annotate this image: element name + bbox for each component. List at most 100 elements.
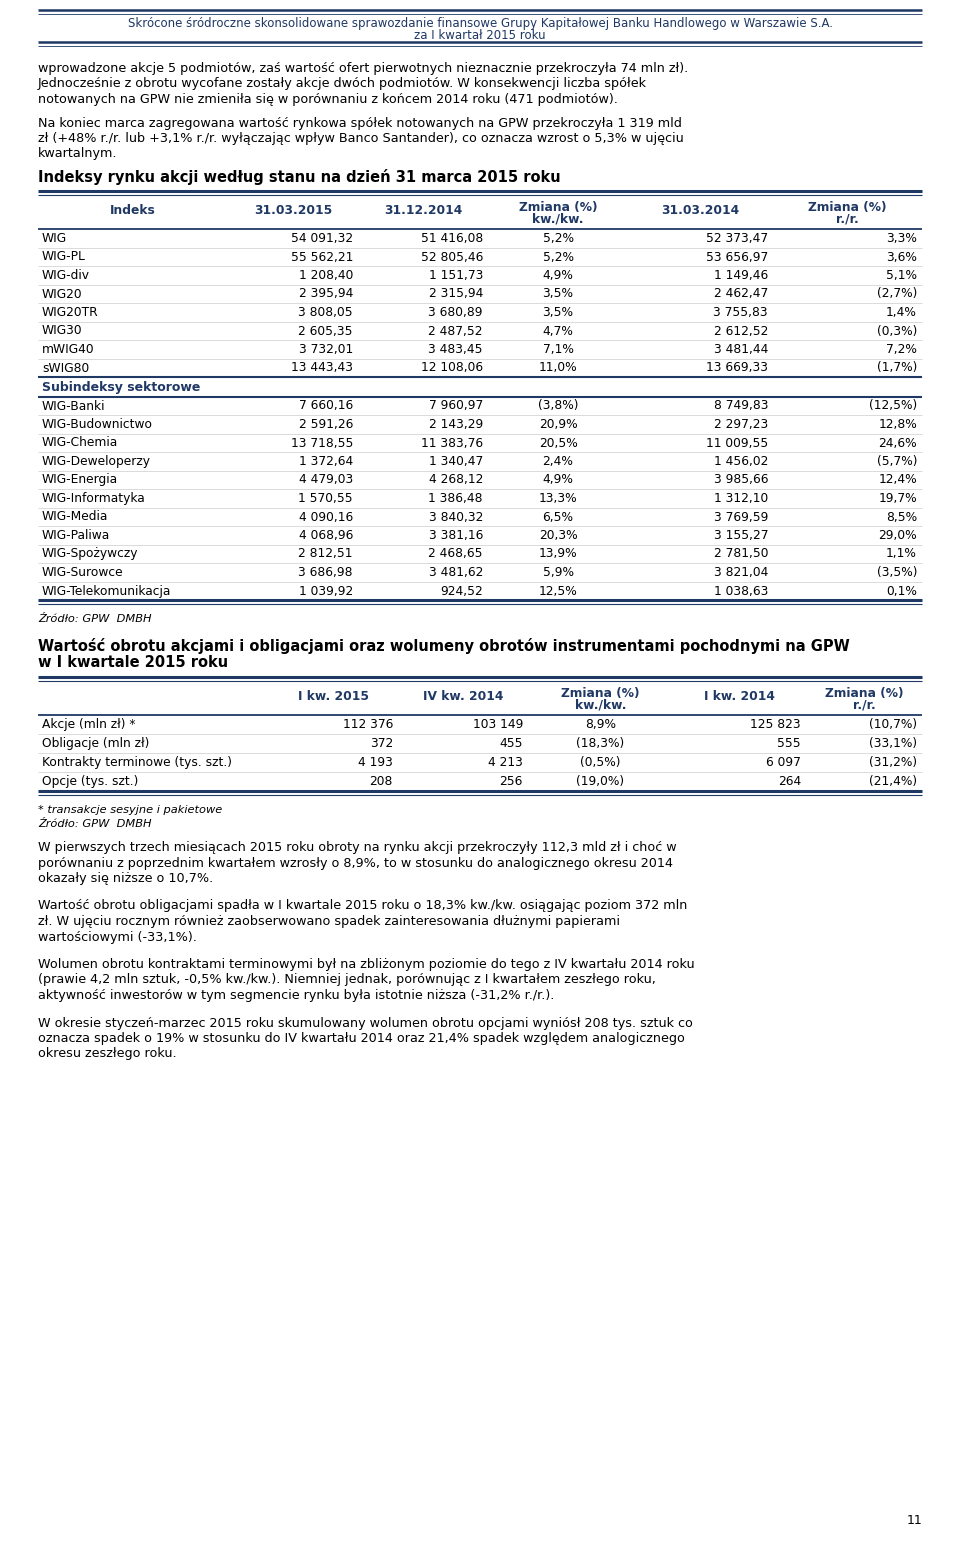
Text: 103 149: 103 149 bbox=[472, 718, 523, 731]
Text: r./r.: r./r. bbox=[836, 213, 859, 225]
Text: oznacza spadek o 19% w stosunku do IV kwartału 2014 oraz 21,4% spadek względem a: oznacza spadek o 19% w stosunku do IV kw… bbox=[38, 1033, 684, 1045]
Text: 12,8%: 12,8% bbox=[878, 418, 917, 431]
Text: WIG-Budownictwo: WIG-Budownictwo bbox=[42, 418, 153, 431]
Text: (2,7%): (2,7%) bbox=[876, 288, 917, 300]
Text: 53 656,97: 53 656,97 bbox=[706, 250, 768, 263]
Text: (0,3%): (0,3%) bbox=[876, 325, 917, 337]
Text: 0,1%: 0,1% bbox=[886, 585, 917, 597]
Text: W pierwszych trzech miesiącach 2015 roku obroty na rynku akcji przekroczyły 112,: W pierwszych trzech miesiącach 2015 roku… bbox=[38, 841, 677, 854]
Text: 3 381,16: 3 381,16 bbox=[428, 529, 483, 543]
Text: 3 155,27: 3 155,27 bbox=[713, 529, 768, 543]
Text: 1 312,10: 1 312,10 bbox=[713, 491, 768, 505]
Text: WIG-Telekomunikacja: WIG-Telekomunikacja bbox=[42, 585, 172, 597]
Text: Indeksy rynku akcji według stanu na dzień 31 marca 2015 roku: Indeksy rynku akcji według stanu na dzie… bbox=[38, 169, 561, 185]
Text: 3,6%: 3,6% bbox=[886, 250, 917, 263]
Text: 4 193: 4 193 bbox=[358, 756, 393, 770]
Text: kwartalnym.: kwartalnym. bbox=[38, 148, 117, 160]
Text: 2 812,51: 2 812,51 bbox=[299, 547, 353, 560]
Text: 3,5%: 3,5% bbox=[542, 306, 573, 319]
Text: porównaniu z poprzednim kwartałem wzrosły o 8,9%, to w stosunku do analogicznego: porównaniu z poprzednim kwartałem wzrosł… bbox=[38, 857, 673, 869]
Text: 1 372,64: 1 372,64 bbox=[299, 456, 353, 468]
Text: 1 386,48: 1 386,48 bbox=[428, 491, 483, 505]
Text: Opcje (tys. szt.): Opcje (tys. szt.) bbox=[42, 774, 138, 788]
Text: 4 479,03: 4 479,03 bbox=[299, 474, 353, 487]
Text: notowanych na GPW nie zmieniła się w porównaniu z końcem 2014 roku (471 podmiotó: notowanych na GPW nie zmieniła się w por… bbox=[38, 93, 618, 106]
Text: 31.03.2014: 31.03.2014 bbox=[661, 204, 739, 216]
Text: I kw. 2014: I kw. 2014 bbox=[704, 689, 775, 703]
Text: 1,4%: 1,4% bbox=[886, 306, 917, 319]
Text: 7,1%: 7,1% bbox=[542, 344, 573, 356]
Text: 52 805,46: 52 805,46 bbox=[420, 250, 483, 263]
Text: Wolumen obrotu kontraktami terminowymi był na zbliżonym poziomie do tego z IV kw: Wolumen obrotu kontraktami terminowymi b… bbox=[38, 958, 695, 970]
Text: 208: 208 bbox=[370, 774, 393, 788]
Text: 3 769,59: 3 769,59 bbox=[713, 510, 768, 524]
Text: 5,9%: 5,9% bbox=[542, 566, 573, 578]
Text: 31.03.2015: 31.03.2015 bbox=[253, 204, 332, 216]
Text: 11: 11 bbox=[906, 1515, 922, 1527]
Text: 3 985,66: 3 985,66 bbox=[713, 474, 768, 487]
Text: 55 562,21: 55 562,21 bbox=[291, 250, 353, 263]
Text: 4 068,96: 4 068,96 bbox=[299, 529, 353, 543]
Text: WIG-Banki: WIG-Banki bbox=[42, 400, 106, 412]
Text: zł. W ujęciu rocznym również zaobserwowano spadek zainteresowania dłużnymi papie: zł. W ujęciu rocznym również zaobserwowa… bbox=[38, 914, 620, 928]
Text: 6 097: 6 097 bbox=[766, 756, 801, 770]
Text: 3 755,83: 3 755,83 bbox=[713, 306, 768, 319]
Text: (18,3%): (18,3%) bbox=[576, 737, 625, 750]
Text: Skrócone śródroczne skonsolidowane sprawozdanie finansowe Grupy Kapitałowej Bank: Skrócone śródroczne skonsolidowane spraw… bbox=[128, 17, 832, 30]
Text: mWIG40: mWIG40 bbox=[42, 344, 95, 356]
Text: 5,2%: 5,2% bbox=[542, 232, 573, 246]
Text: 125 823: 125 823 bbox=[751, 718, 801, 731]
Text: 20,9%: 20,9% bbox=[539, 418, 577, 431]
Text: 3 483,45: 3 483,45 bbox=[428, 344, 483, 356]
Text: 4,9%: 4,9% bbox=[542, 474, 573, 487]
Text: (10,7%): (10,7%) bbox=[869, 718, 917, 731]
Text: WIG20TR: WIG20TR bbox=[42, 306, 99, 319]
Text: Na koniec marca zagregowana wartość rynkowa spółek notowanych na GPW przekroczył: Na koniec marca zagregowana wartość rynk… bbox=[38, 117, 682, 129]
Text: 3,5%: 3,5% bbox=[542, 288, 573, 300]
Text: 7 960,97: 7 960,97 bbox=[429, 400, 483, 412]
Text: WIG-Spożywczy: WIG-Spożywczy bbox=[42, 547, 138, 560]
Text: 3 680,89: 3 680,89 bbox=[428, 306, 483, 319]
Text: 54 091,32: 54 091,32 bbox=[291, 232, 353, 246]
Text: Jednocześnie z obrotu wycofane zostały akcje dwóch podmiotów. W konsekwencji lic: Jednocześnie z obrotu wycofane zostały a… bbox=[38, 78, 647, 90]
Text: (3,5%): (3,5%) bbox=[876, 566, 917, 578]
Text: 4 090,16: 4 090,16 bbox=[299, 510, 353, 524]
Text: Indeks: Indeks bbox=[110, 204, 156, 216]
Text: aktywność inwestorów w tym segmencie rynku była istotnie niższa (-31,2% r./r.).: aktywność inwestorów w tym segmencie ryn… bbox=[38, 989, 554, 1001]
Text: okresu zeszłego roku.: okresu zeszłego roku. bbox=[38, 1048, 177, 1061]
Text: 6,5%: 6,5% bbox=[542, 510, 573, 524]
Text: (21,4%): (21,4%) bbox=[869, 774, 917, 788]
Text: WIG-Surowce: WIG-Surowce bbox=[42, 566, 124, 578]
Text: 1 039,92: 1 039,92 bbox=[299, 585, 353, 597]
Text: 31.12.2014: 31.12.2014 bbox=[384, 204, 462, 216]
Text: 20,5%: 20,5% bbox=[539, 437, 577, 449]
Text: 12,5%: 12,5% bbox=[539, 585, 577, 597]
Text: kw./kw.: kw./kw. bbox=[532, 213, 584, 225]
Text: Zmiana (%): Zmiana (%) bbox=[562, 687, 639, 700]
Text: 2 143,29: 2 143,29 bbox=[429, 418, 483, 431]
Text: Źródło: GPW  DMBH: Źródło: GPW DMBH bbox=[38, 614, 152, 624]
Text: 12,4%: 12,4% bbox=[878, 474, 917, 487]
Text: 256: 256 bbox=[499, 774, 523, 788]
Text: 13,3%: 13,3% bbox=[539, 491, 577, 505]
Text: wprowadzone akcje 5 podmiotów, zaś wartość ofert pierwotnych nieznacznie przekro: wprowadzone akcje 5 podmiotów, zaś warto… bbox=[38, 62, 688, 75]
Text: (1,7%): (1,7%) bbox=[876, 361, 917, 375]
Text: 2,4%: 2,4% bbox=[542, 456, 573, 468]
Text: 20,3%: 20,3% bbox=[539, 529, 577, 543]
Text: WIG-PL: WIG-PL bbox=[42, 250, 85, 263]
Text: (0,5%): (0,5%) bbox=[580, 756, 621, 770]
Text: 3 808,05: 3 808,05 bbox=[299, 306, 353, 319]
Text: 1 038,63: 1 038,63 bbox=[713, 585, 768, 597]
Text: 2 468,65: 2 468,65 bbox=[428, 547, 483, 560]
Text: 8,5%: 8,5% bbox=[886, 510, 917, 524]
Text: 7,2%: 7,2% bbox=[886, 344, 917, 356]
Text: 2 612,52: 2 612,52 bbox=[713, 325, 768, 337]
Text: Zmiana (%): Zmiana (%) bbox=[518, 201, 597, 215]
Text: 4 213: 4 213 bbox=[488, 756, 523, 770]
Text: 29,0%: 29,0% bbox=[878, 529, 917, 543]
Text: 1,1%: 1,1% bbox=[886, 547, 917, 560]
Text: WIG-Paliwa: WIG-Paliwa bbox=[42, 529, 110, 543]
Text: 2 462,47: 2 462,47 bbox=[713, 288, 768, 300]
Text: (33,1%): (33,1%) bbox=[869, 737, 917, 750]
Text: (19,0%): (19,0%) bbox=[576, 774, 625, 788]
